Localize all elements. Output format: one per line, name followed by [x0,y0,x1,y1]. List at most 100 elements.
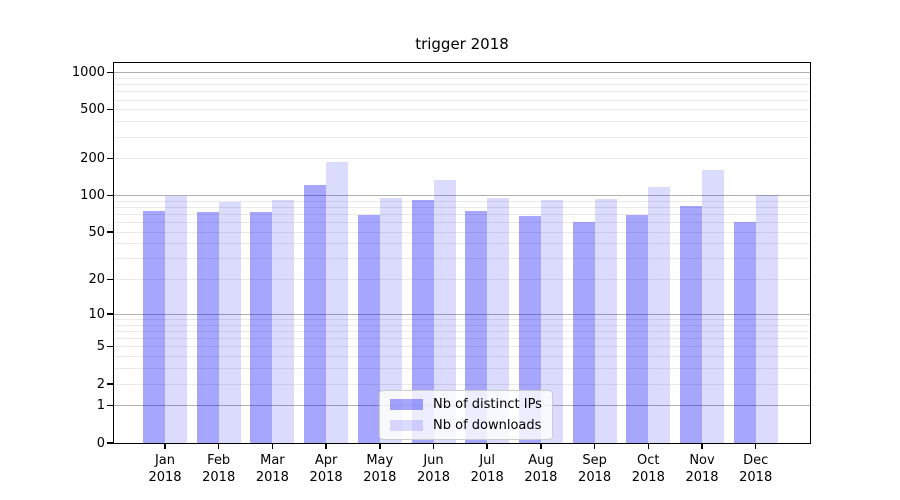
bar-sep-downloads [594,198,617,443]
bar-aug-distinct-ips [518,216,541,443]
x-tick-mark [486,444,488,449]
x-tick-mark [701,444,703,449]
gridline-minor [114,84,810,86]
gridline-minor [114,331,810,333]
y-tick-label: 100 [80,188,105,204]
y-tick-label: 2 [96,376,105,392]
gridline-minor [114,231,810,233]
x-tick-mark [217,444,220,449]
x-tick-label-nov: Nov 2018 [685,453,719,485]
bar-dec-downloads [755,194,778,443]
bar-oct-distinct-ips [626,215,649,443]
x-tick-label-mar: Mar 2018 [255,453,289,485]
gridline-minor [114,91,810,93]
y-tick-mark [107,157,113,160]
bar-mar-downloads [272,199,295,443]
bar-jul-downloads [487,198,510,443]
bar-jan-distinct-ips [143,210,165,443]
gridline-minor [114,319,810,321]
bar-oct-downloads [648,186,671,443]
gridline-minor [114,324,810,326]
y-tick-mark [107,194,113,197]
chart-title: trigger 2018 [415,35,509,53]
y-tick-label: 10 [88,306,105,322]
y-tick-mark [107,442,113,444]
x-tick-mark [754,444,757,449]
x-tick-label-jul: Jul 2018 [470,453,504,485]
y-tick-label: 200 [80,151,105,167]
y-tick-mark [107,313,113,315]
bar-dec-distinct-ips [733,221,756,443]
legend-swatch-distinct-ips [390,399,423,410]
x-tick-mark [432,444,435,449]
bar-jan-downloads [165,195,187,443]
y-tick-mark [107,345,113,348]
x-tick-mark [593,444,596,449]
bar-jun-distinct-ips [411,199,434,443]
x-tick-mark [647,444,650,449]
bar-jul-distinct-ips [465,210,488,443]
plot-area: Nb of distinct IPs Nb of downloads [113,62,811,444]
gridline-minor [114,214,810,216]
bar-apr-downloads [326,162,349,443]
x-tick-label-jun: Jun 2018 [416,453,451,485]
gridline-minor [114,77,810,79]
y-tick-mark [107,231,113,233]
y-tick-label: 1 [96,398,105,414]
x-tick-mark [540,444,542,449]
y-tick-label: 50 [88,224,105,240]
gridline-minor [114,243,810,245]
y-tick-mark [107,383,113,385]
gridline-minor [114,258,810,260]
bar-mar-distinct-ips [250,211,273,443]
x-tick-label-apr: Apr 2018 [309,453,343,485]
bar-feb-distinct-ips [196,211,219,443]
gridline-minor [114,279,810,281]
gridline-major [114,72,810,74]
bar-jun-downloads [433,180,456,443]
legend-item-downloads: Nb of downloads [390,418,542,433]
bar-nov-downloads [702,170,724,443]
bar-sep-distinct-ips [572,221,595,443]
x-tick-label-sep: Sep 2018 [578,453,612,485]
gridline-major [114,313,810,315]
y-tick-label: 0 [96,435,105,451]
legend-label-distinct-ips: Nb of distinct IPs [433,397,542,412]
bar-apr-distinct-ips [304,185,327,443]
y-tick-label: 500 [80,102,105,118]
y-tick-mark [107,404,113,407]
legend: Nb of distinct IPs Nb of downloads [379,390,553,440]
bar-may-downloads [379,198,402,443]
x-tick-label-oct: Oct 2018 [631,453,665,485]
gridline-minor [114,109,810,111]
y-tick-mark [107,71,113,74]
bar-may-distinct-ips [357,215,380,443]
gridline-minor [114,222,810,224]
gridline-minor [114,200,810,202]
legend-label-downloads: Nb of downloads [433,418,542,433]
bar-feb-downloads [218,202,241,443]
bar-nov-distinct-ips [680,206,702,443]
gridline-minor [114,338,810,340]
gridline-major [114,195,810,197]
gridline-minor [114,368,810,370]
gridline-minor [114,207,810,208]
y-tick-mark [107,108,113,111]
x-tick-label-aug: Aug 2018 [524,453,558,485]
y-tick-label: 20 [88,272,105,288]
legend-item-distinct-ips: Nb of distinct IPs [390,397,542,412]
bars-layer [114,63,810,443]
y-tick-label: 1000 [71,65,105,81]
gridline-minor [114,99,810,101]
x-tick-mark [379,444,381,449]
gridline-minor [114,346,810,348]
gridline-minor [114,383,810,385]
x-tick-mark [325,444,327,449]
x-tick-label-may: May 2018 [363,453,397,485]
x-tick-label-feb: Feb 2018 [202,453,236,485]
x-tick-mark [271,444,274,449]
gridline-minor [114,121,810,123]
y-tick-mark [107,278,113,281]
x-tick-label-dec: Dec 2018 [739,453,773,485]
gridline-minor [114,136,810,138]
